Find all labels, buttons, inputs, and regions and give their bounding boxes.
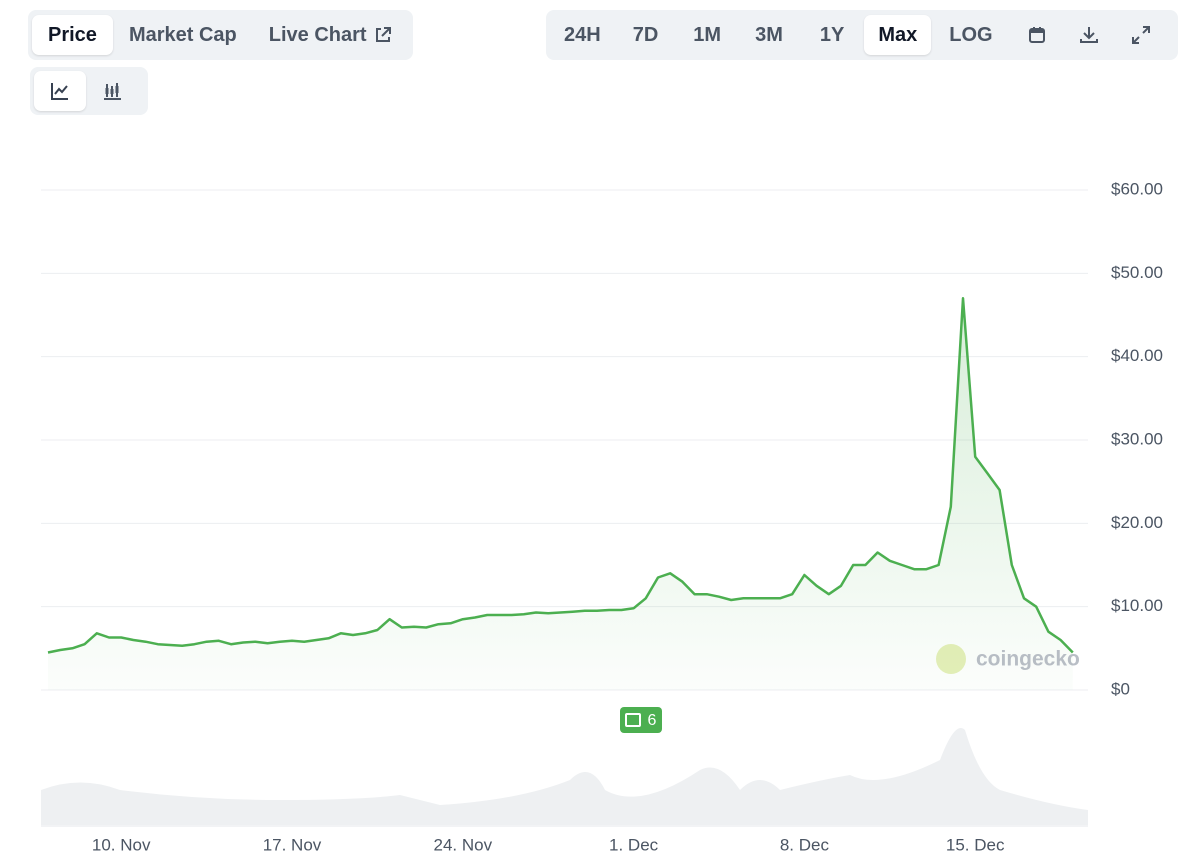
x-tick-label: 24. Nov <box>434 835 493 854</box>
tab-market-cap[interactable]: Market Cap <box>128 23 237 46</box>
y-tick-label: $40.00 <box>1111 346 1163 365</box>
range-1m[interactable]: 1M <box>693 23 722 46</box>
range-7d[interactable]: 7D <box>632 23 659 46</box>
tab-live-chart[interactable]: Live Chart <box>253 15 409 55</box>
x-tick-label: 17. Nov <box>263 835 322 854</box>
external-link-icon <box>375 27 391 42</box>
y-tick-label: $10.00 <box>1111 596 1163 615</box>
news-badge[interactable]: 6 <box>620 707 662 733</box>
y-tick-label: $60.00 <box>1111 179 1163 198</box>
range-group: 24H 7D 1M 3M 1Y Max LOG <box>546 10 1178 60</box>
download-button[interactable] <box>1063 15 1115 55</box>
range-max[interactable]: Max <box>864 15 932 55</box>
range-24h[interactable]: 24H <box>564 23 601 46</box>
price-line <box>47 297 1074 654</box>
calendar-button[interactable] <box>1011 15 1063 55</box>
fullscreen-icon <box>1131 26 1150 44</box>
y-tick-label: $0 <box>1111 679 1130 698</box>
tab-group: Price Market Cap Live Chart <box>28 10 413 60</box>
line-chart-icon <box>51 83 68 100</box>
tab-live-chart-label: Live Chart <box>268 23 367 46</box>
y-tick-label: $50.00 <box>1111 263 1163 282</box>
y-tick-label: $20.00 <box>1111 513 1163 532</box>
range-1y[interactable]: 1Y <box>819 23 845 46</box>
line-chart-button[interactable] <box>34 71 86 111</box>
volume-backdrop <box>41 728 1088 825</box>
news-icon <box>625 713 641 727</box>
range-3m[interactable]: 3M <box>755 23 783 46</box>
download-icon <box>1079 27 1098 43</box>
x-tick-label: 10. Nov <box>92 835 151 854</box>
news-count: 6 <box>648 712 657 729</box>
x-tick-label: 1. Dec <box>609 835 659 854</box>
watermark: coingecko <box>936 644 1080 674</box>
y-tick-label: $30.00 <box>1111 429 1163 448</box>
candle-chart-icon <box>104 83 121 100</box>
chart-type-group <box>30 67 148 115</box>
watermark-text: coingecko <box>976 648 1080 671</box>
x-tick-label: 15. Dec <box>946 835 1005 854</box>
range-log[interactable]: LOG <box>949 23 993 46</box>
candle-chart-button[interactable] <box>86 71 138 111</box>
fullscreen-button[interactable] <box>1115 15 1167 55</box>
tab-price[interactable]: Price <box>32 15 113 55</box>
watermark-logo <box>936 644 966 674</box>
x-tick-label: 8. Dec <box>780 835 830 854</box>
calendar-icon <box>1028 27 1045 43</box>
price-area <box>48 298 1073 690</box>
